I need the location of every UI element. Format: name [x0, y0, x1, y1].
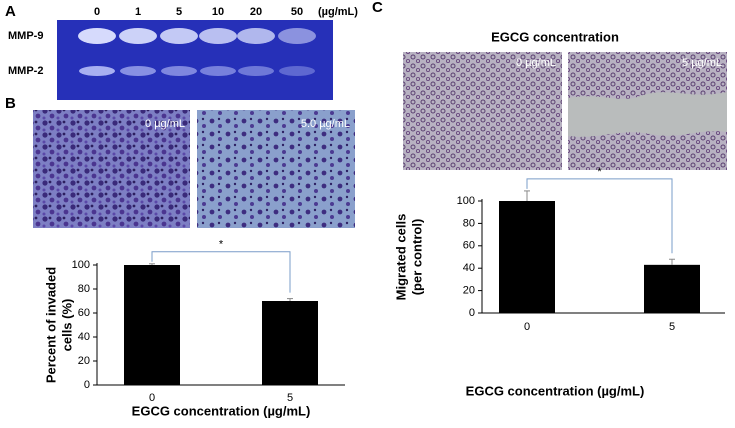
image-label: 0 µg/mL	[516, 57, 556, 69]
image-label: 0 µg/mL	[145, 118, 185, 130]
panel-title: EGCG concentration	[491, 29, 619, 44]
y-tick-label: 80	[463, 217, 475, 229]
lane-label: 50	[291, 6, 303, 18]
y-tick-label: 40	[463, 262, 475, 274]
band	[119, 28, 157, 44]
micrograph	[403, 52, 562, 170]
band	[278, 28, 316, 44]
y-tick-label: 100	[457, 195, 475, 207]
y-axis-label: (per control)	[409, 219, 424, 296]
y-tick-label: 0	[469, 307, 475, 319]
significance-bracket	[526, 178, 673, 254]
lane-label: 10	[212, 6, 224, 18]
x-tick-label: 5	[287, 392, 293, 404]
y-tick-label: 20	[463, 285, 475, 297]
panel-label: C	[372, 0, 383, 16]
band	[120, 66, 156, 76]
lane-label: 5	[176, 6, 182, 18]
annotation: *	[219, 239, 224, 251]
image-label: 5.0 µg/mL	[301, 118, 350, 130]
y-tick-label: 60	[463, 240, 475, 252]
x-axis-label: EGCG concentration (µg/mL)	[466, 383, 645, 398]
band	[78, 28, 116, 44]
gel-unit: (µg/mL)	[318, 6, 358, 18]
panel-label: B	[5, 95, 16, 112]
band-label: MMP-2	[8, 65, 43, 77]
y-tick-label: 100	[72, 259, 90, 271]
bar	[262, 301, 318, 385]
x-tick-label: 0	[524, 321, 530, 333]
band	[79, 66, 115, 76]
band	[237, 28, 275, 44]
bar	[124, 265, 180, 385]
y-axis-label: Percent of invaded	[43, 267, 58, 383]
wound-gap	[568, 92, 727, 137]
annotation: *	[597, 166, 602, 178]
y-tick-label: 80	[78, 283, 90, 295]
y-tick-label: 40	[78, 331, 90, 343]
x-axis-label: EGCG concentration (µg/mL)	[132, 403, 311, 418]
micrograph	[33, 110, 190, 228]
band-label: MMP-9	[8, 30, 43, 42]
micrograph	[197, 110, 355, 228]
y-axis-label: Migrated cells	[393, 214, 408, 301]
x-tick-label: 5	[669, 321, 675, 333]
lane-label: 20	[250, 6, 262, 18]
band	[160, 28, 198, 44]
bar	[644, 264, 700, 313]
band	[238, 66, 274, 76]
band	[200, 66, 236, 76]
y-tick-label: 60	[78, 307, 90, 319]
lane-label: 0	[94, 6, 100, 18]
y-axis-label: cells (%)	[59, 299, 74, 352]
band	[279, 66, 315, 76]
significance-bracket	[151, 251, 291, 293]
panel-label: A	[5, 3, 16, 20]
bar	[499, 201, 555, 313]
lane-label: 1	[135, 6, 141, 18]
y-tick-label: 20	[78, 355, 90, 367]
band	[161, 66, 197, 76]
y-tick-label: 0	[84, 379, 90, 391]
band	[199, 28, 237, 44]
x-tick-label: 0	[149, 392, 155, 404]
image-label: 5 µg/mL	[682, 57, 722, 69]
